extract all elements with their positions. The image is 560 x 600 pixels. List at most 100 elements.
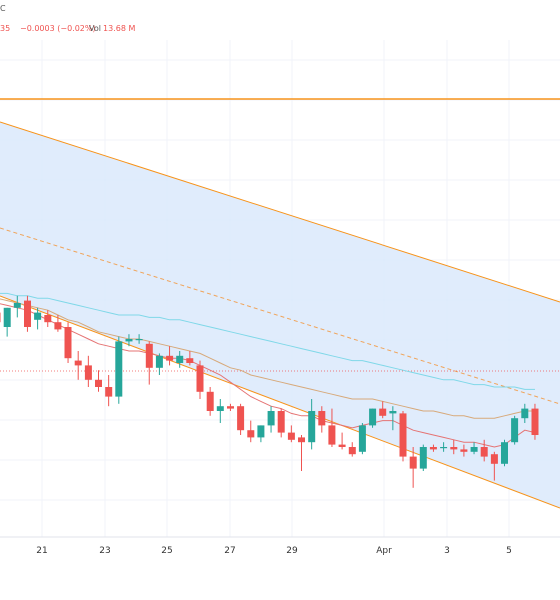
candle-body <box>379 408 387 416</box>
candle <box>460 444 468 457</box>
candle-body <box>105 387 113 397</box>
candle <box>358 423 366 455</box>
candle <box>450 439 458 455</box>
candle-body <box>3 307 11 327</box>
candle-body <box>95 379 102 387</box>
candle <box>257 425 265 443</box>
candle <box>0 312 1 323</box>
candle <box>166 346 174 366</box>
candle-body <box>125 339 133 342</box>
candle <box>227 403 234 411</box>
moving-average-red <box>0 303 536 448</box>
candle <box>74 351 82 380</box>
candle-body <box>237 406 245 431</box>
moving-average-cyan <box>0 292 535 390</box>
candle-body <box>287 432 295 440</box>
candle-body <box>389 411 397 414</box>
chart-header: C 35 −0.0003 (−0.02%) Vol 13.68 M <box>0 0 560 40</box>
candle-body <box>115 341 123 397</box>
last-price: 35 <box>0 24 11 33</box>
candle-body <box>318 411 326 426</box>
candle <box>84 355 92 387</box>
candle <box>24 295 31 332</box>
candle-body <box>247 430 255 438</box>
candle <box>44 310 52 327</box>
candle-body <box>450 447 458 450</box>
candle <box>379 401 387 419</box>
candle-body <box>419 447 427 469</box>
candle-body <box>308 411 316 443</box>
candle-body <box>135 339 143 341</box>
candle <box>369 408 377 428</box>
time-axis: 21 23 25 27 29 Apr 3 5 <box>36 546 512 556</box>
candle <box>176 351 184 368</box>
candle-body <box>277 411 285 433</box>
candle <box>267 406 275 433</box>
candle <box>480 439 488 462</box>
candle <box>105 375 113 407</box>
candle <box>389 406 397 431</box>
candle-body <box>267 411 275 426</box>
candle-body <box>44 315 52 323</box>
price-chart[interactable]: 21 23 25 27 29 Apr 3 5 <box>0 0 560 560</box>
candle <box>318 406 326 433</box>
candle <box>287 425 295 443</box>
candle <box>470 442 478 455</box>
candle-body <box>206 391 214 411</box>
candle-body <box>0 312 1 323</box>
candle <box>34 307 42 330</box>
candle <box>399 411 407 462</box>
candle-body <box>490 454 498 464</box>
candle <box>419 444 427 471</box>
candle-body <box>369 408 377 426</box>
candle-body <box>166 355 174 361</box>
candlestick-series <box>0 295 539 488</box>
time-axis-tick-label: 27 <box>224 546 235 556</box>
candle-body <box>429 447 437 450</box>
candle <box>429 444 437 452</box>
candle <box>196 360 204 399</box>
candle <box>277 408 285 438</box>
time-axis-tick-label: 29 <box>286 546 298 556</box>
candle <box>206 387 214 416</box>
candle-body <box>227 406 234 409</box>
candle <box>521 403 529 423</box>
candle-body <box>531 408 539 435</box>
candle-body <box>145 343 153 368</box>
candle-body <box>298 437 305 443</box>
candle-body <box>216 406 224 411</box>
candle <box>511 415 519 445</box>
candle <box>298 435 305 471</box>
price-change: −0.0003 (−0.02%) <box>20 24 96 33</box>
candle <box>501 439 508 467</box>
candle-body <box>440 447 448 449</box>
candle-body <box>24 300 31 327</box>
candle-body <box>34 312 42 320</box>
candle-body <box>84 365 92 380</box>
candle-body <box>338 444 346 447</box>
candle <box>145 341 153 385</box>
moving-average-tan <box>0 298 535 419</box>
candle <box>247 420 255 443</box>
candle <box>186 351 194 366</box>
candle-body <box>470 447 478 452</box>
candle <box>490 451 498 481</box>
candle <box>64 322 72 363</box>
candle-body <box>501 442 508 464</box>
candle-body <box>348 447 356 455</box>
candle <box>155 353 163 375</box>
candle-body <box>521 408 529 419</box>
candle-body <box>176 355 184 363</box>
candle-body <box>257 425 265 438</box>
time-axis-tick-label: 21 <box>36 546 47 556</box>
candle-body <box>186 358 194 363</box>
time-axis-tick-label: 5 <box>506 546 512 556</box>
candle <box>115 336 123 404</box>
candle-body <box>511 418 519 443</box>
candle-body <box>64 327 72 359</box>
candle-body <box>328 425 336 445</box>
price-channel-fill <box>0 122 560 508</box>
time-axis-tick-label: 23 <box>99 546 110 556</box>
candle-body <box>155 355 163 368</box>
candle <box>531 403 539 440</box>
